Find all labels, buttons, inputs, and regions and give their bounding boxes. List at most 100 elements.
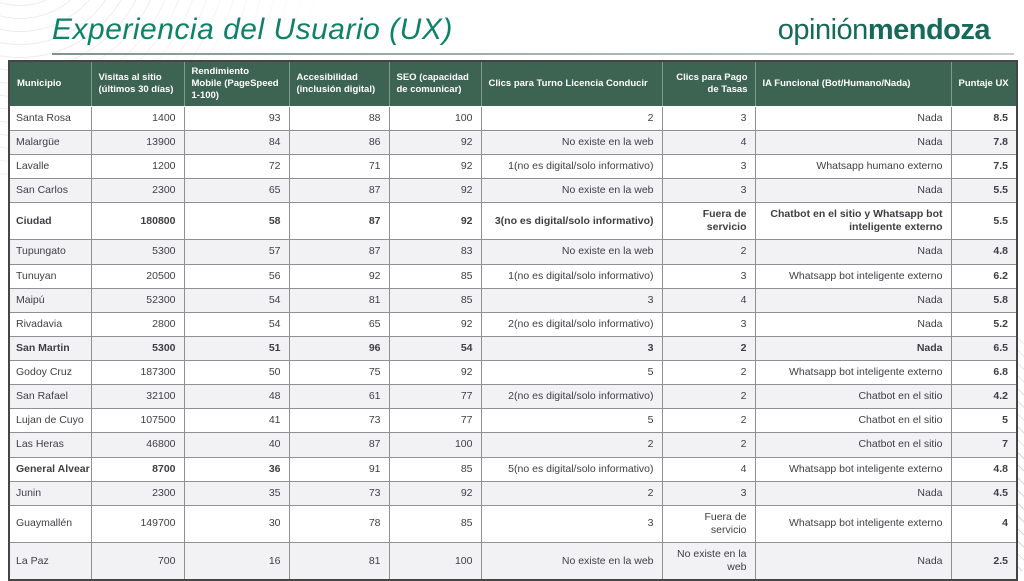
cell-seo: 83: [388, 239, 482, 265]
page-title: Experiencia del Usuario (UX): [52, 13, 453, 46]
cell-visitas: 1400: [90, 105, 185, 131]
cell-seo: 92: [388, 480, 482, 506]
cell-clics_pago: 2: [661, 359, 756, 386]
cell-visitas: 52300: [90, 287, 185, 313]
cell-municipio: Lujan de Cuyo: [8, 408, 92, 434]
cell-seo: 85: [388, 287, 482, 313]
cell-seo: 100: [388, 542, 482, 581]
cell-rendimiento: 30: [183, 504, 290, 544]
cell-puntaje_ux: 4: [950, 504, 1018, 544]
cell-puntaje_ux: 5.2: [950, 311, 1018, 337]
cell-accesibilidad: 81: [288, 542, 390, 581]
cell-visitas: 2300: [90, 177, 185, 204]
cell-rendimiento: 35: [183, 480, 290, 506]
cell-ia_funcional: Chatbot en el sitio: [754, 408, 952, 434]
cell-clics_turno: No existe en la web: [480, 542, 663, 581]
cell-ia_funcional: Whatsapp bot inteligente externo: [754, 263, 952, 289]
cell-clics_turno: 1(no es digital/solo informativo): [480, 263, 663, 289]
table-row: Maipú 52300 54 81 85 3 4 Nada 5.8: [8, 287, 1018, 313]
table-header-row: Municipio Visitas al sitio (últimos 30 dí…: [8, 61, 1018, 107]
cell-clics_pago: 2: [661, 384, 756, 410]
cell-clics_turno: 1(no es digital/solo informativo): [480, 153, 663, 180]
table-row: Malargüe 13900 84 86 92 No existe en la web 4 N…: [8, 129, 1018, 155]
cell-ia_funcional: Chatbot en el sitio y Whatsapp bot intel…: [754, 202, 952, 241]
cell-rendimiento: 48: [183, 384, 290, 410]
cell-ia_funcional: Nada: [754, 480, 952, 506]
table-row: Rivadavia 2800 54 65 92 2(no es digital/solo …: [8, 311, 1018, 337]
cell-rendimiento: 51: [183, 335, 290, 362]
cell-visitas: 700: [90, 542, 185, 581]
cell-visitas: 13900: [90, 129, 185, 155]
cell-visitas: 2800: [90, 311, 185, 337]
table-row: Guaymallén 149700 30 78 85 3 Fuera de servicio…: [8, 504, 1018, 544]
cell-rendimiento: 36: [183, 456, 290, 482]
cell-clics_pago: Fuera de servicio: [661, 202, 756, 241]
cell-clics_pago: 3: [661, 263, 756, 289]
table-row: General Alvear 8700 36 91 85 5(no es digital/…: [8, 456, 1018, 482]
cell-ia_funcional: Nada: [754, 129, 952, 155]
cell-seo: 100: [388, 105, 482, 131]
cell-seo: 85: [388, 263, 482, 289]
cell-rendimiento: 56: [183, 263, 290, 289]
cell-accesibilidad: 87: [288, 202, 390, 241]
cell-seo: 92: [388, 153, 482, 180]
cell-accesibilidad: 75: [288, 359, 390, 386]
cell-accesibilidad: 78: [288, 504, 390, 544]
column-header-municipio: Municipio: [8, 61, 92, 107]
cell-accesibilidad: 61: [288, 384, 390, 410]
table-row: San Carlos 2300 65 87 92 No existe en la web 3…: [8, 177, 1018, 204]
cell-puntaje_ux: 4.8: [950, 239, 1018, 265]
opinion-mendoza-logo: opiniónmendoza: [778, 14, 991, 47]
cell-ia_funcional: Nada: [754, 335, 952, 362]
cell-visitas: 5300: [90, 239, 185, 265]
cell-visitas: 32100: [90, 384, 185, 410]
cell-puntaje_ux: 4.8: [950, 456, 1018, 482]
cell-accesibilidad: 92: [288, 263, 390, 289]
cell-puntaje_ux: 5.8: [950, 287, 1018, 313]
cell-accesibilidad: 71: [288, 153, 390, 180]
cell-puntaje_ux: 6.5: [950, 335, 1018, 362]
cell-rendimiento: 16: [183, 542, 290, 581]
cell-municipio: Godoy Cruz: [8, 359, 92, 386]
cell-clics_turno: 5(no es digital/solo informativo): [480, 456, 663, 482]
cell-municipio: Maipú: [8, 287, 92, 313]
cell-ia_funcional: Nada: [754, 542, 952, 581]
cell-clics_turno: 2: [480, 480, 663, 506]
ux-table: Municipio Visitas al sitio (últimos 30 dí…: [8, 60, 1018, 581]
cell-puntaje_ux: 7.8: [950, 129, 1018, 155]
cell-clics_pago: 2: [661, 335, 756, 362]
column-header-seo: SEO (capacidad de comunicar): [388, 61, 482, 107]
cell-seo: 85: [388, 456, 482, 482]
slide-header: Experiencia del Usuario (UX) opiniónmend…: [0, 0, 1024, 53]
cell-puntaje_ux: 7.5: [950, 153, 1018, 180]
table-row: Tupungato 5300 57 87 83 No existe en la web 2 N…: [8, 239, 1018, 265]
table-row: San Rafael 32100 48 61 77 2(no es digital/sol…: [8, 384, 1018, 410]
cell-visitas: 2300: [90, 480, 185, 506]
cell-rendimiento: 65: [183, 177, 290, 204]
cell-seo: 100: [388, 432, 482, 458]
cell-clics_pago: No existe en la web: [661, 542, 756, 581]
table-body: Santa Rosa 1400 93 88 100 2 3 Nada 8.5 Malargüe 13…: [8, 105, 1018, 581]
cell-seo: 92: [388, 311, 482, 337]
cell-municipio: San Carlos: [8, 177, 92, 204]
cell-accesibilidad: 88: [288, 105, 390, 131]
cell-clics_turno: No existe en la web: [480, 177, 663, 204]
cell-visitas: 20500: [90, 263, 185, 289]
table-row: San Martin 5300 51 96 54 3 2 Nada 6.5: [8, 335, 1018, 362]
cell-clics_turno: 3(no es digital/solo informativo): [480, 202, 663, 241]
logo-text-bold: mendoza: [867, 14, 991, 46]
cell-clics_turno: 2: [480, 432, 663, 458]
cell-clics_turno: 2(no es digital/solo informativo): [480, 311, 663, 337]
cell-accesibilidad: 86: [288, 129, 390, 155]
cell-accesibilidad: 73: [288, 480, 390, 506]
cell-puntaje_ux: 4.5: [950, 480, 1018, 506]
cell-municipio: Junin: [8, 480, 92, 506]
table-row: Las Heras 46800 40 87 100 2 2 Chatbot en el sit…: [8, 432, 1018, 458]
cell-puntaje_ux: 5.5: [950, 177, 1018, 204]
cell-ia_funcional: Nada: [754, 311, 952, 337]
cell-clics_turno: 3: [480, 504, 663, 544]
cell-rendimiento: 93: [183, 105, 290, 131]
column-header-accesibilidad: Accesibilidad (inclusión digital): [288, 61, 390, 107]
cell-municipio: General Alvear: [8, 456, 92, 482]
cell-municipio: Lavalle: [8, 153, 92, 180]
